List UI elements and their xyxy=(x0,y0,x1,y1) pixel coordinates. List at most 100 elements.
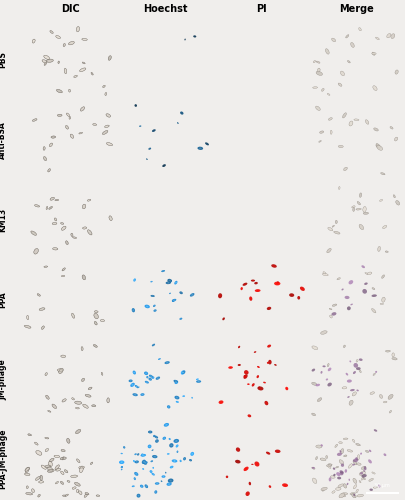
Ellipse shape xyxy=(48,410,51,412)
Ellipse shape xyxy=(352,392,357,396)
Ellipse shape xyxy=(40,475,43,480)
Ellipse shape xyxy=(72,237,77,238)
Ellipse shape xyxy=(62,495,66,496)
Ellipse shape xyxy=(396,200,400,205)
Ellipse shape xyxy=(353,484,357,489)
Ellipse shape xyxy=(321,487,327,490)
Ellipse shape xyxy=(391,34,395,39)
Ellipse shape xyxy=(62,226,66,230)
Ellipse shape xyxy=(46,396,49,399)
Ellipse shape xyxy=(108,56,111,60)
Ellipse shape xyxy=(62,495,66,496)
Ellipse shape xyxy=(312,478,317,484)
Ellipse shape xyxy=(347,483,348,485)
Ellipse shape xyxy=(392,353,394,357)
Ellipse shape xyxy=(79,467,83,472)
Ellipse shape xyxy=(168,280,171,281)
Ellipse shape xyxy=(25,467,30,471)
Ellipse shape xyxy=(266,452,270,454)
Ellipse shape xyxy=(332,304,337,306)
Ellipse shape xyxy=(382,297,385,302)
Ellipse shape xyxy=(91,72,93,75)
Ellipse shape xyxy=(76,26,80,32)
Ellipse shape xyxy=(143,461,148,464)
Ellipse shape xyxy=(168,438,171,440)
Ellipse shape xyxy=(26,486,28,489)
Ellipse shape xyxy=(74,76,77,78)
Ellipse shape xyxy=(72,398,75,400)
Ellipse shape xyxy=(373,86,377,90)
Ellipse shape xyxy=(24,325,32,328)
Ellipse shape xyxy=(326,48,329,54)
Ellipse shape xyxy=(326,378,328,380)
Ellipse shape xyxy=(168,406,169,407)
Ellipse shape xyxy=(365,120,369,124)
Ellipse shape xyxy=(394,137,398,141)
Ellipse shape xyxy=(62,268,66,271)
Ellipse shape xyxy=(134,477,136,480)
Ellipse shape xyxy=(356,489,358,493)
Ellipse shape xyxy=(43,146,45,150)
Ellipse shape xyxy=(82,227,87,229)
Ellipse shape xyxy=(61,450,65,452)
Ellipse shape xyxy=(169,480,172,482)
Ellipse shape xyxy=(386,34,391,38)
Ellipse shape xyxy=(175,440,177,442)
Ellipse shape xyxy=(82,62,85,64)
Ellipse shape xyxy=(316,72,322,76)
Ellipse shape xyxy=(332,304,337,306)
Ellipse shape xyxy=(326,456,328,458)
Ellipse shape xyxy=(359,192,362,198)
Ellipse shape xyxy=(347,450,353,452)
Ellipse shape xyxy=(94,313,99,319)
Ellipse shape xyxy=(373,373,375,376)
Ellipse shape xyxy=(251,464,254,465)
Ellipse shape xyxy=(340,472,343,476)
Ellipse shape xyxy=(156,482,158,484)
Ellipse shape xyxy=(353,460,357,465)
Ellipse shape xyxy=(72,398,75,400)
Ellipse shape xyxy=(79,490,82,494)
Ellipse shape xyxy=(76,458,80,463)
Ellipse shape xyxy=(132,308,135,312)
Ellipse shape xyxy=(77,489,79,492)
Ellipse shape xyxy=(94,322,97,325)
Ellipse shape xyxy=(75,401,82,404)
Ellipse shape xyxy=(177,450,178,453)
Ellipse shape xyxy=(90,462,93,464)
Ellipse shape xyxy=(121,453,122,454)
Ellipse shape xyxy=(268,360,272,364)
Ellipse shape xyxy=(48,168,50,172)
Ellipse shape xyxy=(379,200,383,202)
Ellipse shape xyxy=(102,130,108,134)
Ellipse shape xyxy=(49,143,53,147)
Ellipse shape xyxy=(347,306,351,310)
Ellipse shape xyxy=(322,366,326,368)
Ellipse shape xyxy=(315,384,320,386)
Ellipse shape xyxy=(351,42,354,48)
Ellipse shape xyxy=(149,148,150,150)
Ellipse shape xyxy=(81,38,87,40)
Ellipse shape xyxy=(152,455,158,458)
Ellipse shape xyxy=(109,216,112,220)
Ellipse shape xyxy=(341,448,344,454)
Ellipse shape xyxy=(79,466,83,473)
Ellipse shape xyxy=(38,494,40,497)
Ellipse shape xyxy=(352,439,355,442)
Ellipse shape xyxy=(122,466,123,468)
Ellipse shape xyxy=(289,294,294,297)
Ellipse shape xyxy=(373,86,377,90)
Ellipse shape xyxy=(74,75,78,78)
Ellipse shape xyxy=(55,464,60,470)
Ellipse shape xyxy=(45,438,49,439)
Ellipse shape xyxy=(218,293,222,298)
Ellipse shape xyxy=(367,272,372,274)
Ellipse shape xyxy=(275,450,281,453)
Ellipse shape xyxy=(275,364,276,366)
Ellipse shape xyxy=(27,316,29,320)
Ellipse shape xyxy=(382,225,387,228)
Ellipse shape xyxy=(77,459,80,462)
Ellipse shape xyxy=(336,466,339,468)
Ellipse shape xyxy=(66,113,70,116)
Ellipse shape xyxy=(361,266,365,268)
